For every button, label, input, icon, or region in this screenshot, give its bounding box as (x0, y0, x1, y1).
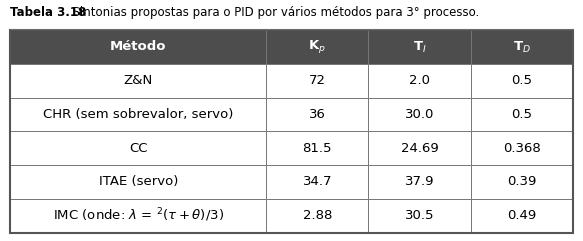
Text: Método: Método (110, 40, 167, 54)
Text: CC: CC (129, 142, 147, 155)
Text: 2.0: 2.0 (409, 74, 430, 87)
Text: 0.368: 0.368 (503, 142, 540, 155)
Text: K$_p$: K$_p$ (308, 39, 326, 55)
Text: 34.7: 34.7 (303, 175, 332, 188)
Text: 0.5: 0.5 (511, 74, 532, 87)
Text: 0.5: 0.5 (511, 108, 532, 121)
Text: 2.88: 2.88 (303, 209, 332, 222)
Text: 0.39: 0.39 (507, 175, 536, 188)
Text: CHR (sem sobrevalor, servo): CHR (sem sobrevalor, servo) (43, 108, 234, 121)
Text: Z&N: Z&N (124, 74, 153, 87)
Text: 24.69: 24.69 (401, 142, 438, 155)
Text: 0.49: 0.49 (507, 209, 536, 222)
Text: 30.0: 30.0 (405, 108, 434, 121)
Text: 81.5: 81.5 (303, 142, 332, 155)
Text: T$_I$: T$_I$ (413, 40, 426, 54)
Text: 37.9: 37.9 (405, 175, 434, 188)
Text: IMC (onde: $\lambda$ = $^{2}(\tau + \theta)/3$): IMC (onde: $\lambda$ = $^{2}(\tau + \the… (53, 207, 224, 225)
Text: 30.5: 30.5 (405, 209, 434, 222)
Text: Tabela 3.18: Tabela 3.18 (10, 6, 87, 19)
Text: T$_D$: T$_D$ (512, 40, 531, 54)
Text: ITAE (servo): ITAE (servo) (99, 175, 178, 188)
Text: 36: 36 (309, 108, 326, 121)
Text: Sintonias propostas para o PID por vários métodos para 3° processo.: Sintonias propostas para o PID por vário… (65, 6, 479, 19)
Text: 72: 72 (309, 74, 326, 87)
